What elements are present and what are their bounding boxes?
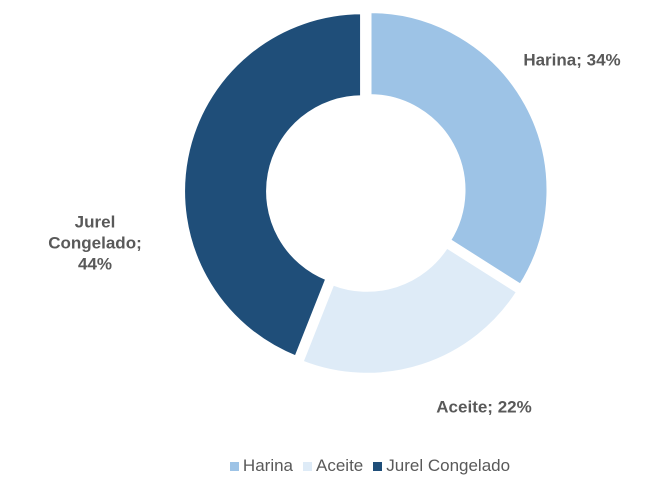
legend-swatch [229, 461, 239, 471]
legend-swatch [303, 461, 313, 471]
legend-item: Harina [229, 456, 294, 476]
data-label: Jurel Congelado; 44% [48, 212, 142, 274]
donut-slice [298, 243, 522, 377]
legend-label: Aceite [316, 456, 364, 475]
donut-slice [367, 9, 551, 289]
legend: Harina Aceite Jurel Congelado [0, 456, 650, 476]
legend-swatch [373, 461, 383, 471]
data-label: Harina; 34% [523, 50, 621, 70]
legend-item: Aceite [303, 456, 363, 476]
data-label: Aceite; 22% [436, 397, 532, 417]
donut-slice [181, 10, 365, 361]
legend-label: Jurel Congelado [386, 456, 511, 475]
legend-label: Harina [242, 456, 294, 475]
legend-item: Jurel Congelado [373, 456, 510, 476]
